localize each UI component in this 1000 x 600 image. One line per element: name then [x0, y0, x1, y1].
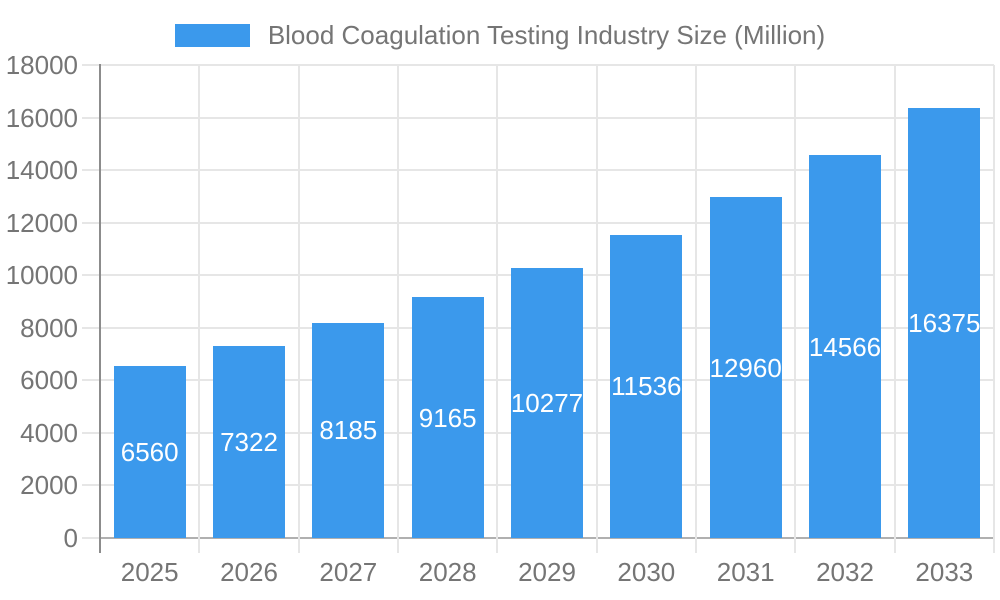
- y-axis-label: 10000: [5, 260, 78, 291]
- gridline-vertical: [297, 65, 300, 553]
- gridline-vertical: [397, 65, 399, 553]
- gridline-horizontal: [82, 221, 994, 224]
- gridline-vertical: [893, 65, 896, 553]
- x-axis-label: 2030: [617, 557, 676, 587]
- gridline-vertical: [198, 65, 201, 553]
- gridline-vertical: [794, 65, 797, 553]
- bar: [610, 234, 683, 538]
- y-axis-label: 6000: [20, 365, 78, 396]
- x-baseline: [100, 537, 995, 539]
- y-axis-label: 2000: [20, 470, 78, 501]
- bar-value-label: 7322: [220, 426, 278, 457]
- bar: [411, 297, 484, 538]
- bar-value-label: 16375: [908, 307, 981, 338]
- y-axis-label: 16000: [5, 102, 78, 133]
- y-axis-label: 4000: [20, 417, 78, 448]
- bar-value-label: 11536: [611, 371, 682, 402]
- bar: [113, 365, 186, 538]
- bar-value-label: 8185: [319, 415, 378, 446]
- legend-swatch: [174, 24, 250, 47]
- gridline-horizontal: [82, 64, 994, 66]
- x-axis-label: 2027: [319, 557, 378, 587]
- x-axis-label: 2026: [220, 557, 278, 587]
- y-axis-tick: [82, 537, 100, 539]
- y-axis-label: 8000: [20, 312, 78, 343]
- bar-value-label: 6560: [120, 436, 179, 467]
- x-axis-label: 2031: [716, 557, 775, 587]
- x-axis-label: 2028: [418, 557, 477, 587]
- x-axis-label: 2029: [518, 557, 576, 587]
- bar-value-label: 14566: [808, 331, 882, 362]
- bar: [809, 155, 881, 538]
- gridline-vertical: [993, 65, 995, 553]
- y-axis-line: [99, 64, 101, 553]
- gridline-vertical: [496, 65, 499, 553]
- y-axis-label: 12000: [5, 207, 78, 238]
- bar-value-label: 10277: [510, 387, 584, 418]
- bar: [312, 322, 385, 538]
- x-axis-label: 2032: [816, 557, 874, 587]
- gridline-horizontal: [82, 116, 994, 119]
- gridline-horizontal: [82, 169, 994, 172]
- x-axis-label: 2025: [120, 557, 179, 587]
- bar: [511, 267, 583, 538]
- y-axis-label: 18000: [5, 50, 78, 80]
- legend-label: Blood Coagulation Testing Industry Size …: [267, 20, 826, 50]
- legend: Blood Coagulation Testing Industry Size …: [0, 20, 1000, 51]
- bar: [709, 197, 782, 538]
- bar-value-label: 9165: [418, 402, 477, 433]
- bar: [213, 345, 285, 538]
- gridline-vertical: [695, 65, 697, 553]
- y-axis-label: 0: [63, 523, 78, 553]
- y-axis-label: 14000: [5, 155, 78, 186]
- x-axis-label: 2033: [915, 557, 974, 587]
- bar-value-label: 12960: [709, 352, 782, 383]
- gridline-vertical: [595, 65, 598, 553]
- bar: [908, 107, 981, 538]
